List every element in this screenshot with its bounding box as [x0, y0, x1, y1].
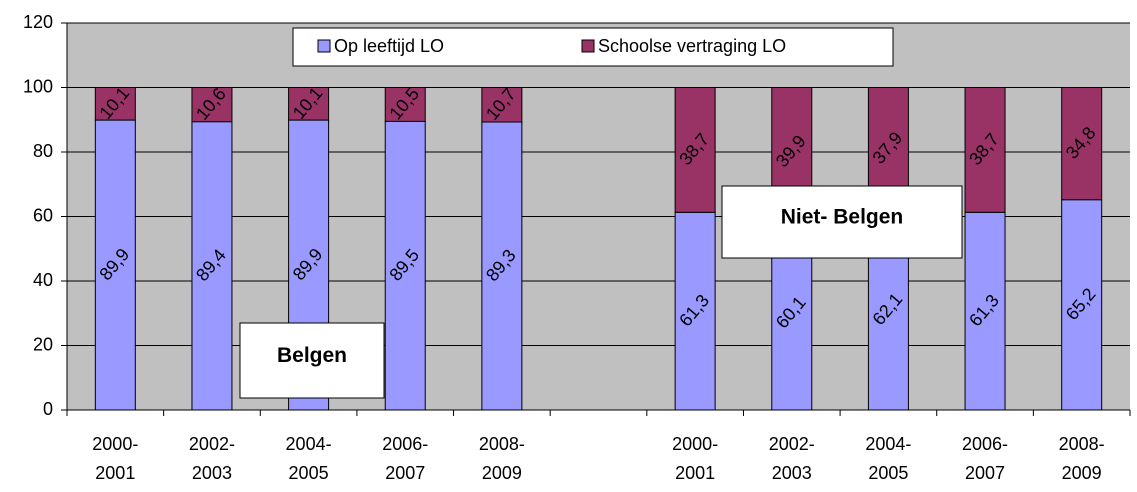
bar-segment — [384, 120, 426, 411]
y-tick-label: 80 — [33, 141, 53, 161]
bar-segment — [191, 121, 233, 411]
x-tick-label: 2008- 2009 — [1058, 434, 1105, 483]
x-tick-label: 2006- 2007 — [382, 434, 429, 483]
x-tick-label: 2008- 2009 — [478, 434, 525, 483]
x-tick-label: 2006- 2007 — [962, 434, 1009, 483]
legend-label: Schoolse vertraging LO — [598, 36, 786, 56]
annotation-box — [721, 185, 963, 259]
bar-segment — [1061, 199, 1103, 411]
y-tick-label: 0 — [43, 399, 53, 419]
bar-segment — [674, 211, 716, 411]
bar-segment — [964, 87, 1006, 213]
bar-segment — [288, 87, 330, 121]
bar-segment — [384, 87, 426, 122]
bar-segment — [1061, 87, 1103, 201]
y-tick-label: 20 — [33, 334, 53, 354]
y-tick-label: 120 — [23, 12, 53, 32]
x-tick-label: 2002- 2003 — [768, 434, 815, 483]
legend-swatch — [317, 39, 331, 53]
x-tick-label: 2004- 2005 — [865, 434, 912, 483]
x-tick-label: 2000- 2001 — [672, 434, 719, 483]
annotation-box — [239, 322, 385, 399]
legend-swatch — [581, 39, 595, 53]
y-tick-label: 40 — [33, 270, 53, 290]
legend-label: Op leeftijd LO — [334, 36, 444, 56]
y-tick-label: 60 — [33, 205, 53, 225]
annotation: Belgen — [277, 344, 347, 367]
bar-segment — [94, 119, 136, 411]
bar-segment — [94, 87, 136, 121]
bar-segment — [674, 87, 716, 213]
x-tick-label: 2004- 2005 — [285, 434, 332, 483]
bar-segment — [481, 87, 523, 123]
legend: Op leeftijd LO Schoolse vertraging LO — [292, 27, 894, 67]
x-tick-label: 2002- 2003 — [188, 434, 235, 483]
annotation: Niet- Belgen — [781, 206, 904, 229]
bar-segment — [964, 211, 1006, 411]
y-tick-label: 100 — [23, 76, 53, 96]
x-tick-label: 2000- 2001 — [92, 434, 139, 483]
bar-segment — [191, 87, 233, 123]
